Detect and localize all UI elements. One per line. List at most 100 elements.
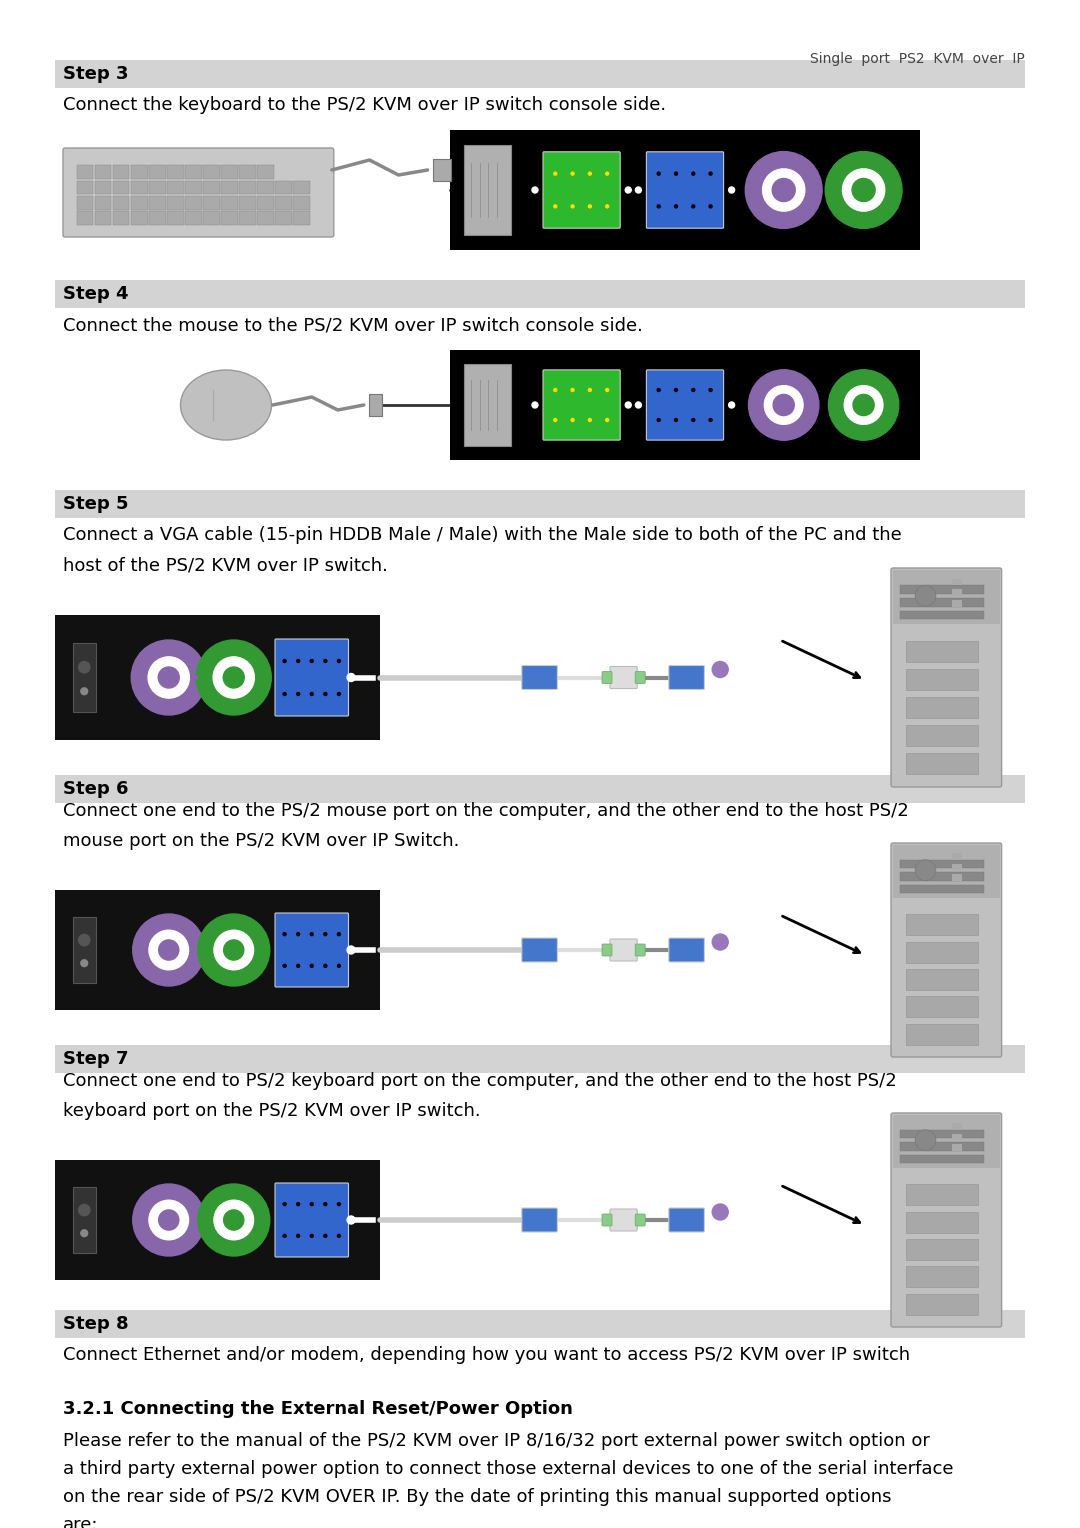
- Bar: [166, 180, 184, 194]
- Circle shape: [283, 660, 286, 663]
- Circle shape: [181, 701, 184, 703]
- Bar: [77, 211, 93, 225]
- Bar: [951, 1144, 962, 1151]
- Circle shape: [849, 380, 852, 384]
- Circle shape: [224, 940, 244, 960]
- Circle shape: [811, 189, 813, 191]
- Circle shape: [768, 214, 770, 215]
- Circle shape: [657, 419, 660, 422]
- Circle shape: [324, 1203, 327, 1206]
- Ellipse shape: [180, 370, 271, 440]
- Circle shape: [337, 932, 340, 935]
- Bar: [221, 196, 238, 209]
- Bar: [906, 996, 977, 1018]
- Circle shape: [836, 403, 838, 406]
- Bar: [906, 1239, 977, 1261]
- Circle shape: [748, 370, 819, 440]
- Bar: [112, 165, 130, 179]
- Circle shape: [205, 949, 208, 952]
- Circle shape: [769, 426, 772, 429]
- Circle shape: [79, 935, 90, 946]
- Circle shape: [710, 205, 712, 208]
- Circle shape: [153, 652, 156, 654]
- Circle shape: [675, 205, 677, 208]
- Circle shape: [154, 1195, 157, 1198]
- Bar: [906, 1267, 977, 1287]
- Bar: [239, 211, 256, 225]
- FancyBboxPatch shape: [543, 370, 620, 440]
- Text: Single  port  PS2  KVM  over  IP: Single port PS2 KVM over IP: [810, 52, 1025, 66]
- Circle shape: [848, 214, 850, 215]
- Circle shape: [283, 692, 286, 695]
- Circle shape: [204, 677, 207, 678]
- Bar: [55, 280, 1025, 309]
- Circle shape: [218, 652, 221, 654]
- Text: Step 3: Step 3: [63, 66, 129, 83]
- Bar: [906, 914, 977, 935]
- Bar: [906, 1294, 977, 1314]
- FancyBboxPatch shape: [891, 843, 1001, 1057]
- Bar: [55, 1309, 1025, 1339]
- Bar: [893, 845, 1000, 897]
- Circle shape: [148, 657, 189, 698]
- Bar: [906, 640, 977, 663]
- Circle shape: [81, 960, 87, 967]
- Circle shape: [675, 419, 677, 422]
- Circle shape: [842, 170, 885, 211]
- Circle shape: [297, 932, 299, 935]
- Bar: [221, 180, 238, 194]
- Bar: [77, 196, 93, 209]
- Circle shape: [337, 692, 340, 695]
- Circle shape: [283, 1235, 286, 1238]
- Text: Step 6: Step 6: [63, 779, 129, 798]
- Circle shape: [853, 394, 874, 416]
- FancyBboxPatch shape: [522, 938, 557, 963]
- Circle shape: [915, 1129, 936, 1151]
- Circle shape: [710, 388, 712, 391]
- Bar: [131, 211, 148, 225]
- Bar: [55, 1160, 380, 1280]
- FancyBboxPatch shape: [610, 1209, 637, 1232]
- Circle shape: [297, 660, 299, 663]
- Bar: [131, 165, 148, 179]
- Circle shape: [675, 173, 677, 176]
- Bar: [900, 872, 984, 880]
- Bar: [55, 889, 380, 1010]
- Circle shape: [159, 668, 179, 688]
- Bar: [900, 597, 984, 607]
- Circle shape: [324, 1235, 327, 1238]
- Circle shape: [825, 151, 902, 228]
- Bar: [77, 165, 93, 179]
- Circle shape: [657, 205, 660, 208]
- Bar: [166, 211, 184, 225]
- Bar: [203, 165, 219, 179]
- Bar: [951, 1134, 962, 1140]
- Circle shape: [606, 388, 609, 391]
- Circle shape: [797, 163, 799, 167]
- Circle shape: [259, 949, 262, 952]
- Circle shape: [246, 652, 249, 654]
- Bar: [149, 165, 165, 179]
- Bar: [185, 196, 202, 209]
- Text: Connect one end to PS/2 keyboard port on the computer, and the other end to the : Connect one end to PS/2 keyboard port on…: [63, 1073, 896, 1089]
- Circle shape: [606, 419, 609, 422]
- Bar: [900, 885, 984, 894]
- Bar: [203, 196, 219, 209]
- Bar: [275, 180, 292, 194]
- Circle shape: [81, 1230, 87, 1236]
- Circle shape: [194, 949, 197, 952]
- Circle shape: [589, 419, 592, 422]
- Bar: [900, 1143, 984, 1151]
- Circle shape: [246, 1195, 248, 1198]
- Bar: [906, 969, 977, 990]
- Bar: [464, 364, 511, 446]
- Circle shape: [214, 1199, 254, 1239]
- Bar: [55, 60, 1025, 89]
- Circle shape: [877, 214, 879, 215]
- Bar: [900, 585, 984, 594]
- Circle shape: [915, 860, 936, 880]
- FancyBboxPatch shape: [602, 944, 612, 957]
- FancyBboxPatch shape: [635, 1215, 645, 1225]
- Text: Connect one end to the PS/2 mouse port on the computer, and the other end to the: Connect one end to the PS/2 mouse port o…: [63, 802, 908, 821]
- Bar: [112, 211, 130, 225]
